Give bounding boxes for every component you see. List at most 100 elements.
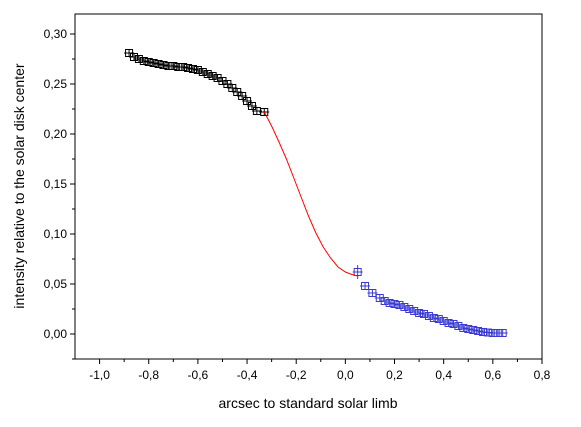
x-tick-label: 0,0 [337, 368, 354, 382]
data-point [389, 300, 400, 308]
data-point [178, 63, 189, 71]
point-marker [144, 58, 153, 66]
x-axis-title: arcsec to standard solar limb [219, 395, 398, 411]
data-point [259, 108, 270, 116]
point-marker [154, 60, 163, 68]
point-marker [444, 319, 453, 327]
data-point [246, 102, 257, 110]
point-marker [390, 300, 399, 308]
fit-curve-line [263, 111, 358, 277]
point-marker [368, 289, 377, 297]
y-tick-label: 0,10 [44, 227, 68, 241]
data-point [133, 55, 144, 63]
y-tick-label: 0,05 [44, 277, 68, 291]
x-tick-label: -0,6 [188, 368, 209, 382]
point-marker [361, 282, 370, 290]
data-point [428, 314, 439, 322]
point-marker [410, 307, 419, 315]
data-point [128, 53, 139, 61]
data-point [197, 68, 208, 76]
data-point [192, 66, 203, 74]
y-tick-label: 0,15 [44, 177, 68, 191]
point-marker [449, 320, 458, 328]
point-marker [169, 62, 178, 70]
data-point [473, 327, 484, 335]
data-point [404, 305, 415, 313]
data-point [453, 322, 464, 330]
data-series [124, 49, 508, 337]
point-marker [238, 92, 247, 100]
data-point [242, 97, 253, 105]
point-marker [247, 102, 256, 110]
point-marker [198, 68, 207, 76]
point-marker [400, 303, 409, 311]
data-point [463, 325, 474, 333]
point-marker [203, 70, 212, 78]
point-marker [420, 310, 429, 318]
data-point [448, 320, 459, 328]
point-marker [188, 65, 197, 73]
point-marker [193, 66, 202, 74]
point-marker [429, 314, 438, 322]
data-point [168, 62, 179, 70]
point-marker [179, 63, 188, 71]
y-tick-label: 0,20 [44, 127, 68, 141]
x-tick-label: 0,2 [386, 368, 403, 382]
data-point [148, 59, 159, 67]
point-marker [498, 329, 507, 337]
data-point [138, 57, 149, 65]
data-point [468, 326, 479, 334]
data-point [409, 307, 420, 315]
data-point [414, 309, 425, 317]
point-marker [129, 53, 138, 61]
data-point [237, 92, 248, 100]
point-marker [385, 299, 394, 307]
y-tick-label: 0,25 [44, 77, 68, 91]
x-tick-label: 0,8 [534, 368, 551, 382]
x-axis: -1,0 -0,8 -0,6 -0,4 -0,2 0,0 0,2 0,4 0,6 0,8 [89, 359, 551, 382]
point-marker [395, 301, 404, 309]
data-point [384, 299, 395, 307]
point-marker [149, 59, 158, 67]
point-marker [454, 322, 463, 330]
data-point [497, 329, 508, 337]
y-tick-label: 0,30 [44, 27, 68, 41]
data-point [419, 310, 430, 318]
data-point [360, 282, 371, 290]
data-point [438, 317, 449, 325]
point-marker [184, 64, 193, 72]
point-marker [159, 61, 168, 69]
point-marker [469, 326, 478, 334]
x-tick-label: -0,2 [286, 368, 307, 382]
point-marker [424, 312, 433, 320]
data-point [187, 65, 198, 73]
data-point [458, 324, 469, 332]
point-marker [464, 325, 473, 333]
y-axis: 0,00 0,05 0,10 0,15 0,20 0,25 0,30 [44, 27, 75, 360]
point-marker [415, 309, 424, 317]
data-point [379, 297, 390, 305]
point-marker [208, 72, 217, 80]
point-marker [459, 324, 468, 332]
x-tick-label: -0,8 [138, 368, 159, 382]
data-point [153, 60, 164, 68]
data-point [352, 265, 363, 279]
data-point [399, 303, 410, 311]
data-point [394, 301, 405, 309]
point-marker [134, 55, 143, 63]
plot-frame [74, 13, 543, 360]
data-point [143, 58, 154, 66]
x-tick-label: 0,4 [435, 368, 452, 382]
point-marker [243, 97, 252, 105]
point-marker [405, 305, 414, 313]
data-point [433, 315, 444, 323]
data-point [443, 319, 454, 327]
point-marker [260, 108, 269, 116]
point-marker [474, 327, 483, 335]
x-tick-label: 0,6 [484, 368, 501, 382]
point-marker [380, 297, 389, 305]
data-point [202, 70, 213, 78]
x-tick-label: -1,0 [89, 368, 110, 382]
point-marker [139, 57, 148, 65]
